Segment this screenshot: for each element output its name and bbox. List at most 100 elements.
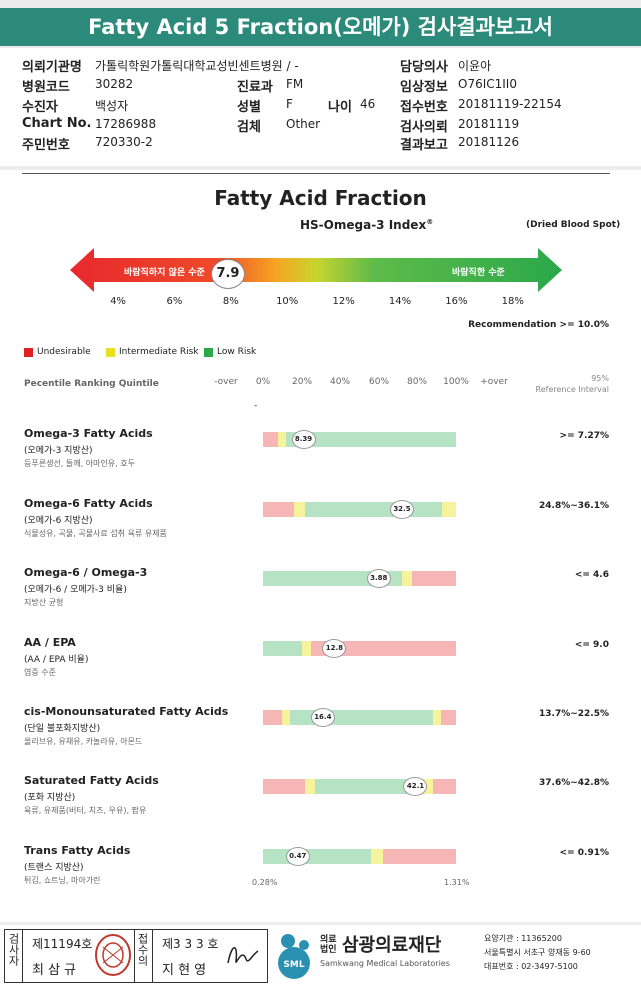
row-reference: <= 9.0 (574, 640, 609, 650)
quintile-head: +over (480, 377, 508, 387)
org-line2: 서울특별시 서초구 양재동 9-60 (484, 948, 591, 957)
bar-segment-yellow (371, 849, 383, 864)
row-korean-name: (오메가-6 / 오메가-3 비율) (24, 585, 127, 595)
quintile-bar (263, 641, 456, 656)
range-high: 1.31% (444, 878, 470, 887)
bar-segment-yellow (282, 710, 291, 725)
bar-segment-yellow (401, 571, 412, 586)
code-label: 병원코드 (22, 80, 70, 95)
inspector-vlabel: 검사자 (7, 933, 20, 966)
bar-segment-yellow (301, 641, 312, 656)
reference-header: 95% Reference Interval (535, 374, 609, 394)
legend-item: Undesirable (24, 347, 91, 357)
value-marker: 16.4 (310, 708, 335, 727)
row-description: 식물성유, 곡물, 곡물사료 섭취 육류 유제품 (24, 529, 167, 538)
index-title: HS-Omega-3 Index® (300, 218, 434, 232)
divider (22, 173, 610, 174)
legend-label: Intermediate Risk (119, 347, 199, 357)
org-line1: 요양기관 : 11365200 (484, 934, 562, 943)
value-marker: 8.39 (291, 430, 316, 449)
bar-segment-red (440, 710, 456, 725)
row-description: 올리브유, 유채유, 카놀라유, 아몬드 (24, 737, 143, 746)
receiver-name: 지 현 영 (162, 963, 207, 978)
code-value: 30282 (95, 77, 134, 91)
org-line3: 대표번호 : 02-3497-5100 (484, 962, 578, 971)
dash-mark: - (254, 401, 258, 411)
row-korean-name: (오메가-3 지방산) (24, 446, 93, 456)
legend-swatch (24, 347, 33, 357)
quintile-head: 60% (368, 377, 390, 387)
quintile-head: 80% (406, 377, 428, 387)
value-marker: 42.1 (403, 777, 428, 796)
index-tick: 14% (388, 296, 412, 307)
row-reference: 24.8%~36.1% (539, 501, 609, 511)
patient-label: 수진자 (22, 100, 58, 115)
clinical-value: O76IC1II0 (458, 77, 517, 91)
quintile-head: 0% (255, 377, 271, 387)
inspector-number: 제11194호 (32, 937, 93, 951)
range-low: 0.28% (252, 878, 278, 887)
row-korean-name: (단일 불포화지방산) (24, 724, 101, 734)
legend-item: Low Risk (204, 347, 256, 357)
dept-value: FM (286, 77, 304, 91)
receiver-vlabel: 접수의 (136, 933, 149, 966)
row-description: 튀김, 쇼트닝, 마아가린 (24, 876, 101, 885)
bar-segment-yellow (305, 779, 316, 794)
receipt-label: 접수번호 (400, 100, 448, 115)
legend-label: Undesirable (37, 347, 91, 357)
bar-segment-red (382, 849, 456, 864)
row-reference: 37.6%~42.8% (539, 778, 609, 788)
result-section: Fatty Acid Fraction HS-Omega-3 Index® (D… (0, 170, 641, 922)
row-description: 육류, 유제품(버터, 치즈, 우유), 팜유 (24, 806, 147, 815)
clinical-label: 임상정보 (400, 80, 448, 95)
arrow-right-label: 바람직한 수준 (452, 268, 505, 278)
bar-segment-yellow (442, 502, 456, 517)
quintile-head: 100% (443, 377, 469, 387)
recommendation: Recommendation >= 10.0% (468, 320, 609, 330)
sep-line (134, 929, 135, 983)
row-korean-name: (포화 지방산) (24, 793, 76, 803)
arrow-left-label: 바람직하지 않은 수준 (124, 268, 205, 278)
value-marker: 12.8 (322, 639, 347, 658)
quintile-head: 40% (329, 377, 351, 387)
dept-label: 진료과 (237, 80, 273, 95)
row-name: Omega-6 / Omega-3 (24, 566, 148, 579)
chart-value: 17286988 (95, 117, 157, 131)
row-name: Saturated Fatty Acids (24, 774, 159, 787)
patient-info: 의뢰기관명 가톨릭학원가톨릭대학교성빈센트병원 / - 병원코드 30282 진… (0, 48, 641, 166)
org-prefix: 의료 법인 (320, 935, 337, 955)
inspector-name: 최 삼 규 (32, 963, 77, 978)
legend-swatch (204, 347, 213, 357)
value-marker: 3.88 (366, 569, 391, 588)
signature-icon (227, 947, 259, 964)
sex-label: 성별 (237, 100, 261, 115)
row-korean-name: (오메가-6 지방산) (24, 516, 93, 526)
doctor-value: 이윤아 (458, 59, 492, 73)
bar-segment-green (263, 849, 372, 864)
dried-blood-spot-label: (Dried Blood Spot) (526, 220, 621, 230)
row-reference: 13.7%~22.5% (539, 709, 609, 719)
row-name: Omega-6 Fatty Acids (24, 497, 153, 510)
index-tick: 18% (501, 296, 524, 307)
specimen-label: 검체 (237, 120, 261, 135)
signature-box (4, 929, 268, 983)
institution-value: 가톨릭학원가톨릭대학교성빈센트병원 / - (95, 59, 299, 73)
value-marker: 0.47 (285, 847, 310, 866)
quintile-bar (263, 432, 456, 447)
quintile-title: Pecentile Ranking Quintile (24, 379, 159, 389)
bar-segment-yellow (432, 710, 441, 725)
bar-segment-yellow (423, 779, 433, 794)
age-label: 나이 (328, 100, 352, 115)
bar-segment-red (432, 779, 456, 794)
bar-segment-red (263, 710, 283, 725)
row-name: Trans Fatty Acids (24, 844, 131, 857)
quintile-head: -over (214, 377, 238, 387)
request-value: 20181119 (458, 117, 520, 131)
quintile-bar (263, 571, 456, 586)
index-tick: 6% (166, 296, 183, 307)
index-tick: 12% (332, 296, 355, 307)
index-tick: 4% (110, 296, 126, 307)
index-gauge (70, 248, 562, 292)
rrn-value: 720330-2 (95, 135, 153, 149)
